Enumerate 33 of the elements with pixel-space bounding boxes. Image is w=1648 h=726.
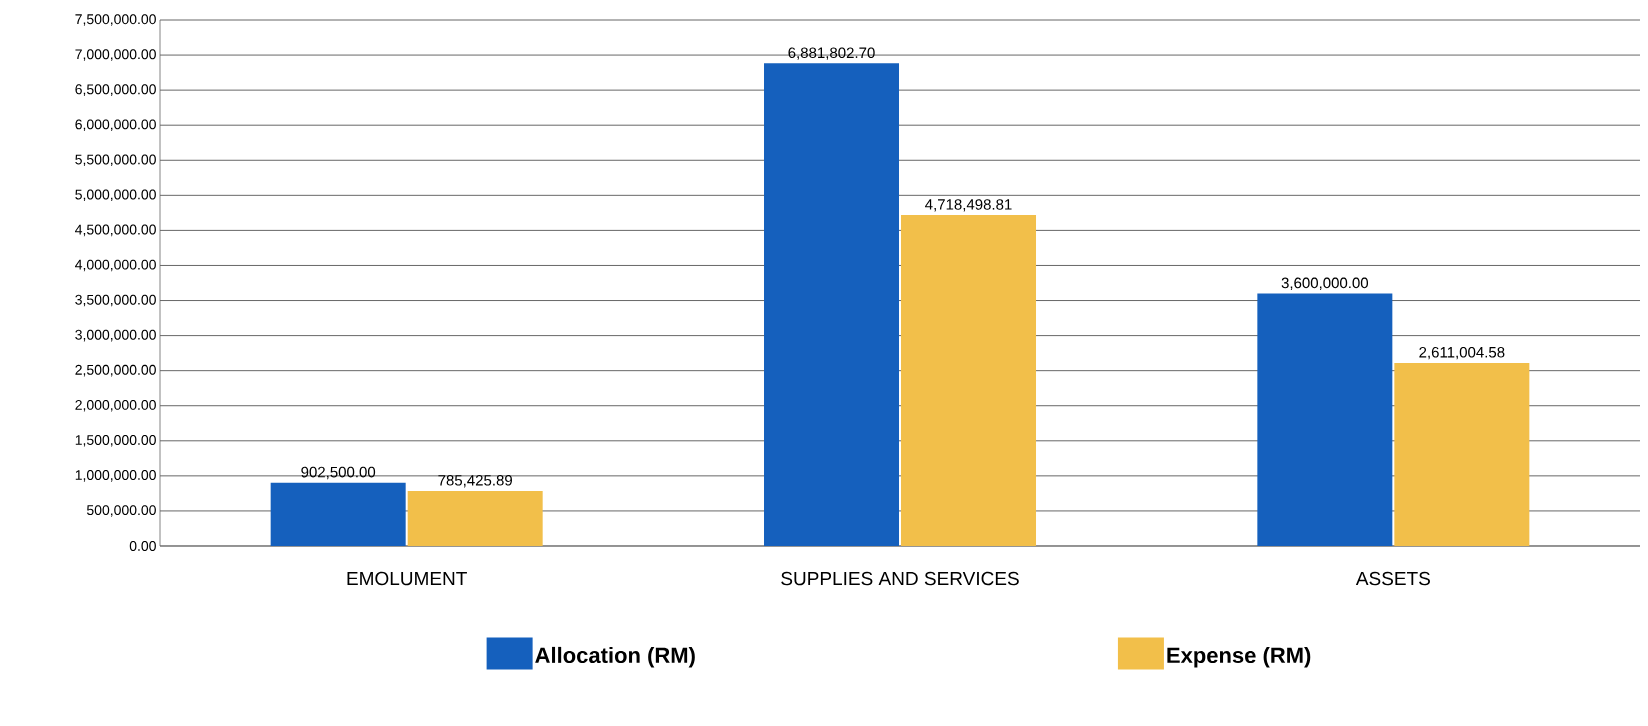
y-tick-label: 1,000,000.00 xyxy=(75,470,156,482)
y-tick-label: 5,500,000.00 xyxy=(75,154,156,167)
x-tick-label: EMOLUMENT xyxy=(347,571,467,586)
y-tick-label: 0.00 xyxy=(129,541,156,551)
y-tick-label: 4,500,000.00 xyxy=(75,224,156,237)
y-tick-label: 6,500,000.00 xyxy=(75,84,156,96)
y-tick-label: 3,000,000.00 xyxy=(75,329,156,342)
legend-label: Expense (RM) xyxy=(1167,646,1311,668)
legend-label: Allocation (RM) xyxy=(535,646,695,668)
y-tick-label: 1,500,000.00 xyxy=(75,435,156,447)
y-tick-label: 6,000,000.00 xyxy=(75,119,156,131)
y-tick-label: 500,000.00 xyxy=(86,505,156,517)
y-tick-label: 2,000,000.00 xyxy=(75,399,156,412)
bar xyxy=(1394,362,1530,546)
bar xyxy=(1257,293,1393,546)
data-label: 902,500.00 xyxy=(301,466,376,480)
data-label: 785,425.89 xyxy=(438,474,512,488)
bar xyxy=(764,63,900,546)
bar xyxy=(407,490,543,546)
x-tick-label: SUPPLIES AND SERVICES xyxy=(781,571,1019,586)
y-tick-label: 7,000,000.00 xyxy=(75,49,156,61)
y-tick-label: 2,500,000.00 xyxy=(75,364,156,377)
data-label: 4,718,498.81 xyxy=(925,199,1012,212)
y-tick-label: 3,500,000.00 xyxy=(75,294,156,307)
data-label: 6,881,802.70 xyxy=(788,47,875,60)
y-tick-label: 5,000,000.00 xyxy=(75,189,156,202)
data-label: 3,600,000.00 xyxy=(1281,277,1369,290)
bar xyxy=(901,215,1037,546)
data-label: 2,611,004.58 xyxy=(1419,346,1505,360)
y-tick-label: 7,500,000.00 xyxy=(75,14,156,26)
bar xyxy=(270,482,406,546)
y-tick-label: 4,000,000.00 xyxy=(75,259,156,272)
x-tick-label: ASSETS xyxy=(1355,571,1430,586)
